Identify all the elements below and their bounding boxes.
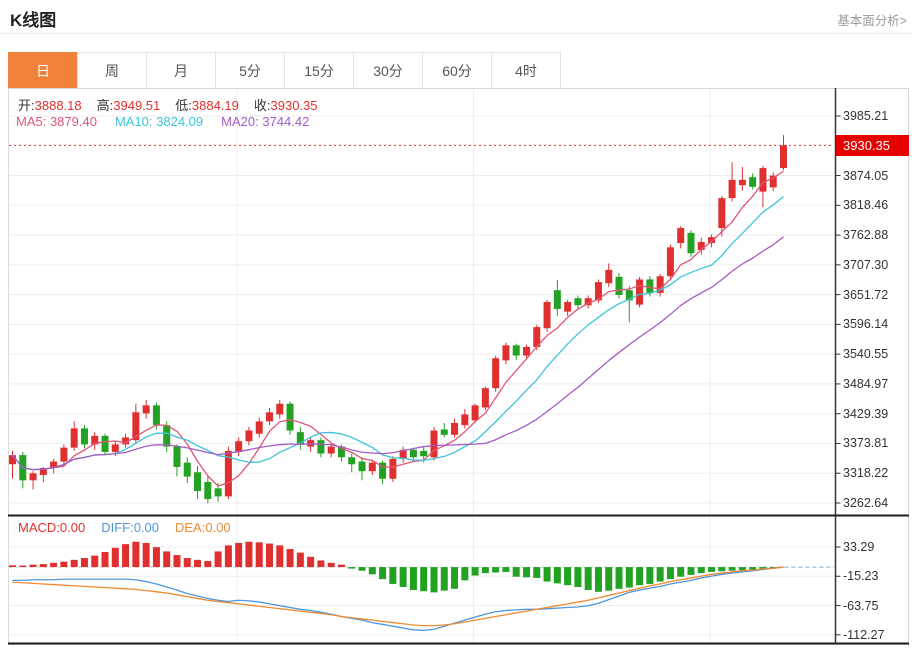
macd-tick-label: -63.75 [843,598,879,613]
tab-60min[interactable]: 60分 [422,52,492,89]
macd-tick-label: -112.27 [843,627,885,642]
price-tick-label: 3874.05 [843,168,889,183]
price-tick-label: 3484.97 [843,376,889,391]
price-tick-label: 3985.21 [843,109,889,123]
ohlc-label: 低: [175,98,192,113]
macd-tick-label: 33.29 [843,540,875,554]
ohlc-value: 3884.19 [191,98,239,113]
macd-item: DEA:0.00 [175,520,231,535]
ohlc-readout: 开:3888.18 高:3949.51 低:3884.19 收:3930.35 [18,95,318,114]
macd-item: MACD:0.00 [18,520,86,535]
macd-readout: MACD:0.00 DIFF:0.00 DEA:0.00 [18,520,231,535]
ma-item: MA20: 3744.42 [221,114,310,129]
ohlc-value: 3888.18 [34,98,82,113]
current-price-tag: 3930.35 [836,134,909,156]
ohlc-item: 开:3888.18 [18,95,82,114]
tab-month[interactable]: 月 [146,52,216,89]
ohlc-label: 开: [18,98,35,113]
ohlc-value: 3930.35 [270,98,318,113]
fundamental-analysis-link[interactable]: 基本面分析> [837,14,907,28]
ohlc-value: 3949.51 [113,98,161,113]
tab-5min[interactable]: 5分 [215,52,285,89]
macd-item: DIFF:0.00 [101,520,159,535]
price-tick-label: 3318.22 [843,466,889,481]
ohlc-item: 高:3949.51 [97,95,161,114]
tab-day[interactable]: 日 [8,52,78,89]
price-tick-label: 3540.55 [843,347,889,362]
price-tick-label: 3818.46 [843,198,889,213]
price-tick-label: 3429.39 [843,406,889,421]
price-tick-label: 3707.30 [843,257,889,272]
macd-tick-label: -15.23 [843,569,879,584]
ohlc-item: 收:3930.35 [254,95,318,114]
price-tick-label: 3651.72 [843,287,889,302]
ma-readout: MA5: 3879.40 MA10: 3824.09 MA20: 3744.42 [16,114,309,129]
period-tabbar: 日周月 5分 15分 30分 60分 4时 [8,52,561,89]
ohlc-item: 低:3884.19 [175,95,239,114]
price-tick-label: 3762.88 [843,228,889,243]
tab-30min[interactable]: 30分 [353,52,423,89]
price-tick-label: 3596.14 [843,317,889,332]
price-tick-label: 3373.81 [843,436,889,451]
ma-item: MA5: 3879.40 [16,114,97,129]
ma-item: MA10: 3824.09 [114,114,204,129]
ohlc-label: 收: [253,98,271,113]
header-divider [0,33,912,34]
price-tick-label: 3262.64 [843,496,889,510]
tab-15min[interactable]: 15分 [284,52,354,89]
page-title: K线图 [10,11,57,30]
ohlc-label: 高: [96,98,114,113]
